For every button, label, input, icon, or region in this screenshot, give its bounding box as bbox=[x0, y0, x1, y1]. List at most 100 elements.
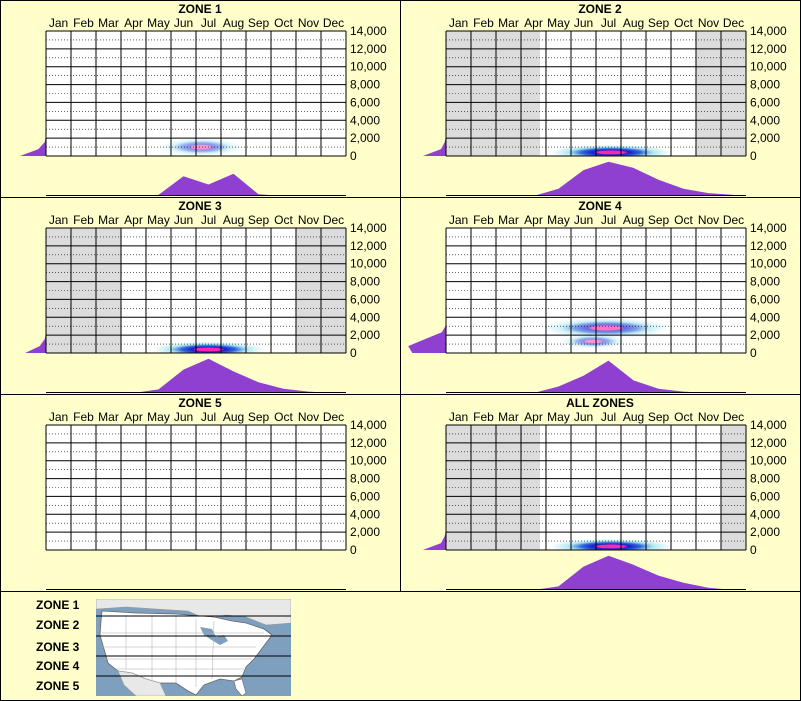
month-label-jun: Jun bbox=[574, 16, 593, 30]
y-tick-label: 12,000 bbox=[750, 436, 787, 450]
month-label-dec: Dec bbox=[323, 16, 344, 30]
month-label-feb: Feb bbox=[473, 16, 494, 30]
month-label-dec: Dec bbox=[323, 410, 344, 424]
legend-zone-4-label: ZONE 4 bbox=[36, 659, 80, 673]
y-tick-label: 6,000 bbox=[350, 292, 380, 306]
y-tick-label: 2,000 bbox=[750, 328, 780, 342]
month-label-may: May bbox=[547, 16, 570, 30]
month-label-oct: Oct bbox=[674, 213, 693, 227]
shaded-month-3 bbox=[496, 31, 521, 156]
y-tick-label: 10,000 bbox=[750, 454, 787, 468]
month-label-may: May bbox=[147, 213, 170, 227]
y-tick-label: 2,000 bbox=[750, 525, 780, 539]
zone-panel-6: ALL ZONES Jan Feb Mar Apr May Jun Jul Aug Sep Oct N… bbox=[400, 394, 801, 592]
month-label-jan: Jan bbox=[49, 213, 68, 227]
month-label-jul: Jul bbox=[601, 213, 616, 227]
heat-blob-0 bbox=[153, 341, 264, 353]
month-label-sep: Sep bbox=[248, 410, 270, 424]
month-label-jan: Jan bbox=[449, 410, 468, 424]
month-label-dec: Dec bbox=[723, 410, 744, 424]
shaded-month-11 bbox=[296, 228, 321, 353]
month-label-jun: Jun bbox=[574, 213, 593, 227]
y-tick-label: 8,000 bbox=[750, 78, 780, 92]
month-label-sep: Sep bbox=[648, 213, 670, 227]
elevation-density bbox=[422, 494, 446, 550]
map-florida bbox=[233, 678, 247, 696]
map-mexico bbox=[117, 670, 167, 696]
month-label-jun: Jun bbox=[174, 16, 193, 30]
month-label-aug: Aug bbox=[223, 213, 244, 227]
y-tick-label: 14,000 bbox=[350, 24, 387, 38]
month-label-nov: Nov bbox=[698, 410, 719, 424]
month-label-aug: Aug bbox=[623, 213, 644, 227]
month-label-feb: Feb bbox=[473, 213, 494, 227]
map-state-borders bbox=[102, 615, 264, 687]
heat-blob-0 bbox=[551, 144, 671, 156]
y-tick-label: 4,000 bbox=[350, 310, 380, 324]
month-label-apr: Apr bbox=[124, 16, 143, 30]
y-tick-label: 4,000 bbox=[750, 310, 780, 324]
elevation-density bbox=[25, 297, 46, 353]
month-label-jan: Jan bbox=[49, 16, 68, 30]
month-label-jul: Jul bbox=[201, 16, 216, 30]
shaded-month-12 bbox=[321, 228, 346, 353]
month-label-jan: Jan bbox=[449, 213, 468, 227]
shaded-month-2 bbox=[471, 425, 496, 550]
y-tick-label: 2,000 bbox=[350, 131, 380, 145]
month-label-aug: Aug bbox=[623, 410, 644, 424]
month-label-jan: Jan bbox=[49, 410, 68, 424]
month-label-mar: Mar bbox=[498, 213, 519, 227]
month-label-oct: Oct bbox=[274, 16, 293, 30]
y-tick-label: 2,000 bbox=[350, 525, 380, 539]
y-tick-label: 12,000 bbox=[750, 42, 787, 56]
month-label-feb: Feb bbox=[73, 213, 94, 227]
y-tick-label: 0 bbox=[350, 543, 357, 557]
y-tick-label: 0 bbox=[350, 346, 357, 360]
y-tick-label: 0 bbox=[350, 149, 357, 163]
month-label-sep: Sep bbox=[248, 213, 270, 227]
month-label-apr: Apr bbox=[124, 410, 143, 424]
month-label-nov: Nov bbox=[698, 16, 719, 30]
y-tick-label: 8,000 bbox=[750, 472, 780, 486]
month-density bbox=[46, 173, 346, 196]
month-label-aug: Aug bbox=[223, 16, 244, 30]
map-zone-lines bbox=[96, 615, 291, 677]
y-tick-label: 8,000 bbox=[350, 275, 380, 289]
y-tick-label: 10,000 bbox=[350, 454, 387, 468]
month-label-jun: Jun bbox=[174, 213, 193, 227]
shaded-month-12 bbox=[721, 425, 746, 550]
y-tick-label: 4,000 bbox=[750, 113, 780, 127]
month-density bbox=[46, 358, 346, 393]
y-tick-label: 12,000 bbox=[350, 239, 387, 253]
y-tick-label: 12,000 bbox=[750, 239, 787, 253]
elevation-density bbox=[422, 100, 446, 156]
y-tick-label: 8,000 bbox=[350, 78, 380, 92]
y-tick-label: 10,000 bbox=[350, 257, 387, 271]
zone-panel-5: ZONE 5 Jan Feb Mar Apr May Jun Jul Aug Sep Oct Nov D… bbox=[0, 394, 401, 592]
zone-panel-3: ZONE 3 Jan Feb Mar Apr May Jun Jul Aug Sep Oct Nov D… bbox=[0, 197, 401, 395]
elevation-density bbox=[20, 100, 46, 156]
month-label-may: May bbox=[147, 410, 170, 424]
y-tick-label: 0 bbox=[750, 346, 757, 360]
month-label-apr: Apr bbox=[124, 213, 143, 227]
month-label-dec: Dec bbox=[323, 213, 344, 227]
month-label-oct: Oct bbox=[274, 410, 293, 424]
heat-blob-0 bbox=[551, 538, 671, 550]
y-tick-label: 6,000 bbox=[350, 95, 380, 109]
y-tick-label: 0 bbox=[750, 543, 757, 557]
month-label-oct: Oct bbox=[674, 410, 693, 424]
shaded-month-3 bbox=[96, 228, 121, 353]
map-canada-land bbox=[96, 599, 291, 626]
month-density bbox=[446, 555, 746, 590]
month-label-feb: Feb bbox=[73, 410, 94, 424]
month-label-apr: Apr bbox=[524, 213, 543, 227]
month-label-jan: Jan bbox=[449, 16, 468, 30]
month-label-mar: Mar bbox=[98, 410, 119, 424]
month-label-feb: Feb bbox=[473, 410, 494, 424]
month-density bbox=[446, 161, 746, 196]
y-tick-label: 10,000 bbox=[750, 257, 787, 271]
month-label-jul: Jul bbox=[601, 16, 616, 30]
y-tick-label: 10,000 bbox=[350, 60, 387, 74]
